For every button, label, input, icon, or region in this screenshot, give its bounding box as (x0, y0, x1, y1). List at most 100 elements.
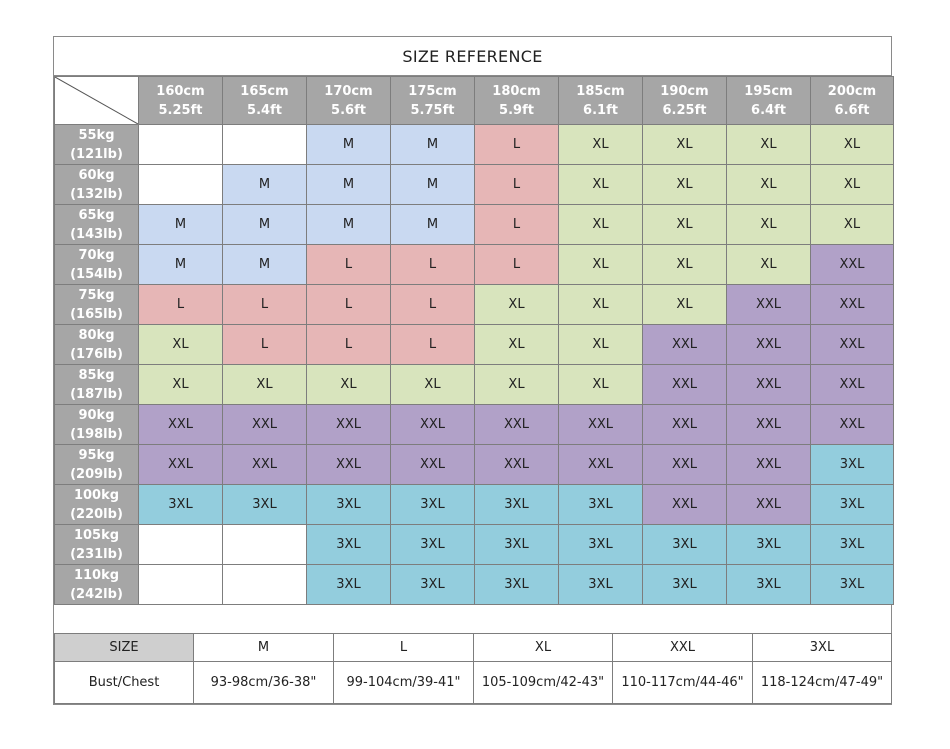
legend-size-2: XL (473, 633, 613, 662)
weight-lb-label: (231lb) (70, 546, 123, 562)
height-cm-label: 195cm (744, 83, 793, 99)
size-cell: XL (558, 364, 643, 405)
weight-kg-label: 80kg (78, 327, 115, 343)
weight-kg-label: 75kg (78, 287, 115, 303)
diagonal-line-icon (55, 77, 138, 124)
size-cell: M (306, 164, 391, 205)
size-cell (138, 564, 223, 605)
height-ft-label: 5.25ft (158, 102, 203, 118)
weight-header-9: 100kg (220lb) (54, 484, 139, 525)
size-cell: 3XL (558, 524, 643, 565)
size-cell: 3XL (726, 524, 811, 565)
size-cell: M (390, 124, 475, 165)
size-cell: M (306, 124, 391, 165)
size-cell (138, 524, 223, 565)
height-header-1: 165cm 5.4ft (222, 76, 307, 125)
size-cell: L (222, 324, 307, 365)
legend-bust-value-1: 99-104cm/39-41" (333, 661, 474, 704)
size-cell: L (474, 204, 559, 245)
size-cell: 3XL (558, 564, 643, 605)
size-cell: M (138, 244, 223, 285)
table-row: 60kg (132lb) M M M L XL XL XL XL (54, 164, 894, 205)
size-cell: XXL (726, 364, 811, 405)
legend-bust-row: Bust/Chest 93-98cm/36-38" 99-104cm/39-41" 1… (54, 661, 892, 704)
weight-lb-label: (198lb) (70, 426, 123, 442)
size-cell: XXL (726, 284, 811, 325)
bust-legend: SIZE M L XL XXL 3XL Bust/Chest 93-98cm/36-38" 99… (54, 633, 892, 704)
legend-size-4: 3XL (752, 633, 892, 662)
size-cell: M (390, 164, 475, 205)
weight-kg-label: 70kg (78, 247, 115, 263)
table-row: 105kg (231lb) 3XL 3XL 3XL 3XL 3XL 3XL 3XL (54, 524, 894, 565)
height-header-7: 195cm 6.4ft (726, 76, 811, 125)
size-cell: 3XL (810, 564, 894, 605)
size-cell (138, 164, 223, 205)
weight-kg-label: 90kg (78, 407, 115, 423)
size-cell: XL (726, 244, 811, 285)
size-cell: L (390, 244, 475, 285)
table-row: 100kg (220lb) 3XL 3XL 3XL 3XL 3XL 3XL XXL XXL 3XL (54, 484, 894, 525)
height-header-6: 190cm 6.25ft (642, 76, 727, 125)
height-header-8: 200cm 6.6ft (810, 76, 894, 125)
size-cell: XXL (642, 324, 727, 365)
corner-diagonal-cell (54, 76, 139, 125)
size-cell: XL (642, 124, 727, 165)
size-cell: XXL (642, 404, 727, 445)
weight-kg-label: 55kg (78, 127, 115, 143)
size-cell: L (474, 164, 559, 205)
height-cm-label: 170cm (324, 83, 373, 99)
legend-size-label: SIZE (54, 633, 194, 662)
height-header-2: 170cm 5.6ft (306, 76, 391, 125)
height-header-5: 185cm 6.1ft (558, 76, 643, 125)
legend-bust-value-4: 118-124cm/47-49" (752, 661, 892, 704)
size-cell: XL (726, 164, 811, 205)
height-header-4: 180cm 5.9ft (474, 76, 559, 125)
size-cell: XL (810, 124, 894, 165)
table-row: 70kg (154lb) M M L L L XL XL XL XXL (54, 244, 894, 285)
size-cell: XL (558, 204, 643, 245)
size-cell: XXL (222, 404, 307, 445)
size-cell: 3XL (138, 484, 223, 525)
table-row: 65kg (143lb) M M M M L XL XL XL XL (54, 204, 894, 245)
size-cell: XL (474, 284, 559, 325)
weight-kg-label: 100kg (73, 487, 120, 503)
height-ft-label: 5.75ft (410, 102, 455, 118)
size-cell: L (474, 244, 559, 285)
size-cell: XL (138, 324, 223, 365)
size-cell: 3XL (306, 484, 391, 525)
weight-kg-label: 110kg (73, 567, 120, 583)
weight-header-7: 90kg (198lb) (54, 404, 139, 445)
weight-lb-label: (187lb) (70, 386, 123, 402)
size-cell: 3XL (222, 484, 307, 525)
size-cell: M (138, 204, 223, 245)
legend-bust-label: Bust/Chest (54, 661, 194, 704)
weight-lb-label: (143lb) (70, 226, 123, 242)
size-cell: XXL (558, 404, 643, 445)
size-cell: 3XL (642, 564, 727, 605)
size-cell: 3XL (390, 484, 475, 525)
height-header-3: 175cm 5.75ft (390, 76, 475, 125)
size-cell: XXL (474, 444, 559, 485)
size-cell: M (222, 204, 307, 245)
size-cell: 3XL (810, 524, 894, 565)
legend-bust-value-3: 110-117cm/44-46" (612, 661, 753, 704)
weight-kg-label: 65kg (78, 207, 115, 223)
weight-header-0: 55kg (121lb) (54, 124, 139, 165)
height-cm-label: 190cm (660, 83, 709, 99)
height-cm-label: 160cm (156, 83, 205, 99)
weight-header-10: 105kg (231lb) (54, 524, 139, 565)
size-cell: XL (558, 284, 643, 325)
size-cell: XL (474, 324, 559, 365)
size-cell: XL (642, 204, 727, 245)
height-cm-label: 185cm (576, 83, 625, 99)
weight-header-2: 65kg (143lb) (54, 204, 139, 245)
height-ft-label: 6.6ft (834, 102, 870, 118)
size-cell: XL (726, 124, 811, 165)
weight-header-11: 110kg (242lb) (54, 564, 139, 605)
table-row: 90kg (198lb) XXL XXL XXL XXL XXL XXL XXL XXL XXL (54, 404, 894, 445)
size-cell: XXL (138, 444, 223, 485)
weight-header-3: 70kg (154lb) (54, 244, 139, 285)
size-grid: 160cm 5.25ft 165cm 5.4ft 170cm 5.6ft 175cm 5.75… (54, 76, 894, 605)
bust-legend-table: SIZE M L XL XXL 3XL Bust/Chest 93-98cm/36-38" 99… (54, 633, 892, 704)
size-cell: XL (642, 284, 727, 325)
